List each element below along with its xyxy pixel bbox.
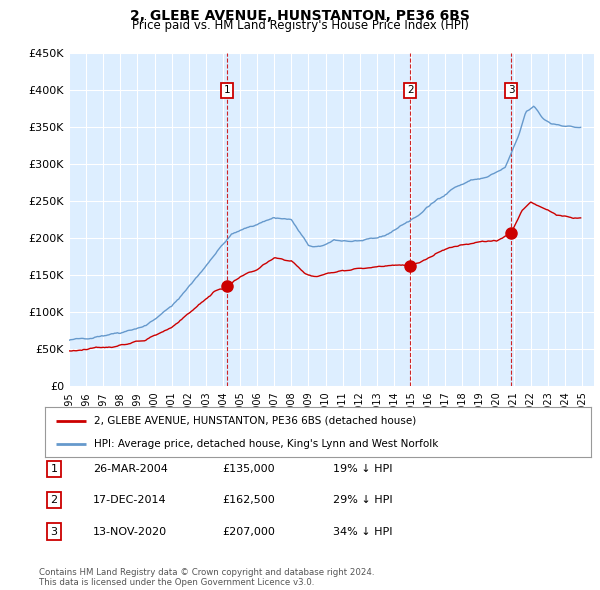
Text: 19% ↓ HPI: 19% ↓ HPI — [333, 464, 392, 474]
Text: Contains HM Land Registry data © Crown copyright and database right 2024.
This d: Contains HM Land Registry data © Crown c… — [39, 568, 374, 587]
Text: £207,000: £207,000 — [222, 527, 275, 536]
Text: 2: 2 — [50, 496, 58, 505]
Text: 34% ↓ HPI: 34% ↓ HPI — [333, 527, 392, 536]
Text: 3: 3 — [50, 527, 58, 536]
Text: 1: 1 — [50, 464, 58, 474]
Text: Price paid vs. HM Land Registry's House Price Index (HPI): Price paid vs. HM Land Registry's House … — [131, 19, 469, 32]
Text: 26-MAR-2004: 26-MAR-2004 — [93, 464, 168, 474]
Text: 17-DEC-2014: 17-DEC-2014 — [93, 496, 167, 505]
Text: 3: 3 — [508, 85, 515, 95]
Text: 13-NOV-2020: 13-NOV-2020 — [93, 527, 167, 536]
Text: £162,500: £162,500 — [222, 496, 275, 505]
Text: 1: 1 — [224, 85, 230, 95]
Text: £135,000: £135,000 — [222, 464, 275, 474]
Text: HPI: Average price, detached house, King's Lynn and West Norfolk: HPI: Average price, detached house, King… — [94, 439, 439, 449]
Text: 29% ↓ HPI: 29% ↓ HPI — [333, 496, 392, 505]
Text: 2: 2 — [407, 85, 413, 95]
Text: 2, GLEBE AVENUE, HUNSTANTON, PE36 6BS: 2, GLEBE AVENUE, HUNSTANTON, PE36 6BS — [130, 9, 470, 23]
Text: 2, GLEBE AVENUE, HUNSTANTON, PE36 6BS (detached house): 2, GLEBE AVENUE, HUNSTANTON, PE36 6BS (d… — [94, 415, 416, 425]
